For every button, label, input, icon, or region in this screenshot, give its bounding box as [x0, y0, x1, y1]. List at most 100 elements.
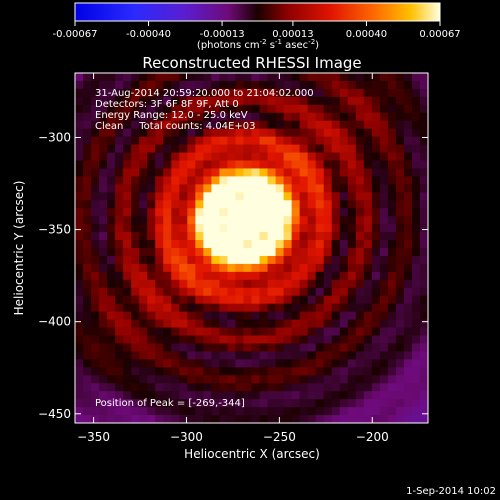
heatmap-cell — [203, 184, 212, 193]
heatmap-cell — [411, 128, 421, 138]
heatmap-cell — [371, 367, 381, 376]
heatmap-cell — [347, 359, 357, 368]
heatmap-cell — [171, 184, 180, 193]
heatmap-cell — [387, 391, 397, 400]
heatmap-cell — [379, 80, 389, 90]
heatmap-cell — [171, 271, 180, 281]
heatmap-cell — [99, 279, 108, 289]
heatmap-cell — [371, 335, 381, 345]
heatmap-cell — [363, 144, 373, 154]
heatmap-cell — [259, 399, 269, 408]
heatmap-cell — [107, 335, 116, 345]
heatmap-cell — [283, 255, 293, 265]
heatmap-cell — [371, 152, 381, 162]
heatmap-cell — [227, 200, 237, 209]
heatmap-cell — [347, 136, 357, 146]
heatmap-cell — [395, 216, 405, 225]
heatmap-cell — [107, 367, 116, 376]
heatmap-cell — [291, 279, 301, 289]
heatmap-cell — [75, 311, 84, 321]
heatmap-cell — [379, 136, 389, 146]
heatmap-cell — [251, 136, 261, 146]
heatmap-cell — [75, 176, 84, 185]
heatmap-cell — [211, 176, 221, 185]
heatmap-cell — [403, 120, 413, 130]
heatmap-cell — [299, 136, 309, 146]
heatmap-cell — [419, 399, 428, 408]
heatmap-cell — [195, 120, 204, 130]
heatmap-cell — [91, 263, 100, 273]
heatmap-cell — [243, 240, 253, 249]
heatmap-cell — [331, 248, 341, 257]
heatmap-cell — [339, 271, 349, 281]
heatmap-cell — [187, 415, 196, 423]
heatmap-cell — [395, 128, 405, 138]
heatmap-cell — [323, 319, 333, 329]
heatmap-cell — [355, 80, 365, 90]
heatmap-cell — [91, 248, 100, 257]
heatmap-cell — [283, 375, 293, 384]
heatmap-cell — [83, 279, 92, 289]
heatmap-cell — [251, 295, 261, 305]
heatmap-cell — [315, 232, 325, 241]
heatmap-cell — [131, 391, 140, 400]
heatmap-cell — [395, 263, 405, 273]
heatmap-cell — [155, 192, 164, 201]
heatmap-cell — [363, 128, 373, 138]
heatmap-cell — [139, 232, 148, 241]
heatmap-cell — [107, 383, 116, 392]
heatmap-cell — [267, 335, 277, 345]
heatmap-cell — [275, 335, 285, 345]
heatmap-cell — [243, 192, 253, 201]
heatmap-cell — [227, 73, 237, 82]
heatmap-cell — [283, 104, 293, 114]
heatmap-cell — [211, 120, 221, 130]
heatmap-cell — [299, 112, 309, 122]
heatmap-cell — [411, 327, 421, 337]
heatmap-cell — [131, 216, 140, 225]
heatmap-cell — [75, 160, 84, 170]
heatmap-cell — [347, 152, 357, 162]
heatmap-cell — [243, 248, 253, 257]
heatmap-cell — [299, 367, 309, 376]
heatmap-cell — [291, 240, 301, 249]
heatmap-cell — [323, 80, 333, 90]
heatmap-cell — [411, 367, 421, 376]
heatmap-cell — [163, 224, 172, 233]
heatmap-cell — [275, 136, 285, 146]
heatmap-cell — [259, 160, 269, 170]
heatmap-cell — [227, 407, 237, 416]
heatmap-cell — [75, 295, 84, 305]
heatmap-cell — [91, 287, 100, 297]
heatmap-cell — [259, 128, 269, 138]
heatmap-cell — [379, 327, 389, 337]
heatmap-cell — [315, 224, 325, 233]
heatmap-cell — [83, 248, 92, 257]
heatmap-cell — [155, 367, 164, 376]
heatmap-cell — [83, 311, 92, 321]
heatmap-cell — [75, 375, 84, 384]
heatmap-cell — [403, 248, 413, 257]
heatmap-cell — [91, 112, 100, 122]
heatmap-cell — [251, 407, 261, 416]
heatmap-cell — [267, 343, 277, 353]
heatmap-cell — [323, 343, 333, 353]
heatmap-cell — [83, 96, 92, 106]
heatmap-cell — [171, 240, 180, 249]
heatmap-cell — [123, 399, 132, 408]
heatmap-cell — [251, 287, 261, 297]
heatmap-cell — [299, 104, 309, 114]
heatmap-cell — [347, 160, 357, 170]
heatmap-cell — [259, 232, 269, 241]
heatmap-cell — [147, 343, 156, 353]
heatmap-cell — [139, 303, 148, 313]
heatmap-cell — [155, 287, 164, 297]
heatmap-cell — [203, 224, 212, 233]
heatmap-cell — [131, 192, 140, 201]
heatmap-cell — [259, 73, 269, 82]
heatmap-cell — [323, 407, 333, 416]
heatmap-cell — [187, 240, 196, 249]
heatmap-cell — [123, 367, 132, 376]
heatmap-cell — [267, 391, 277, 400]
heatmap-cell — [211, 192, 221, 201]
